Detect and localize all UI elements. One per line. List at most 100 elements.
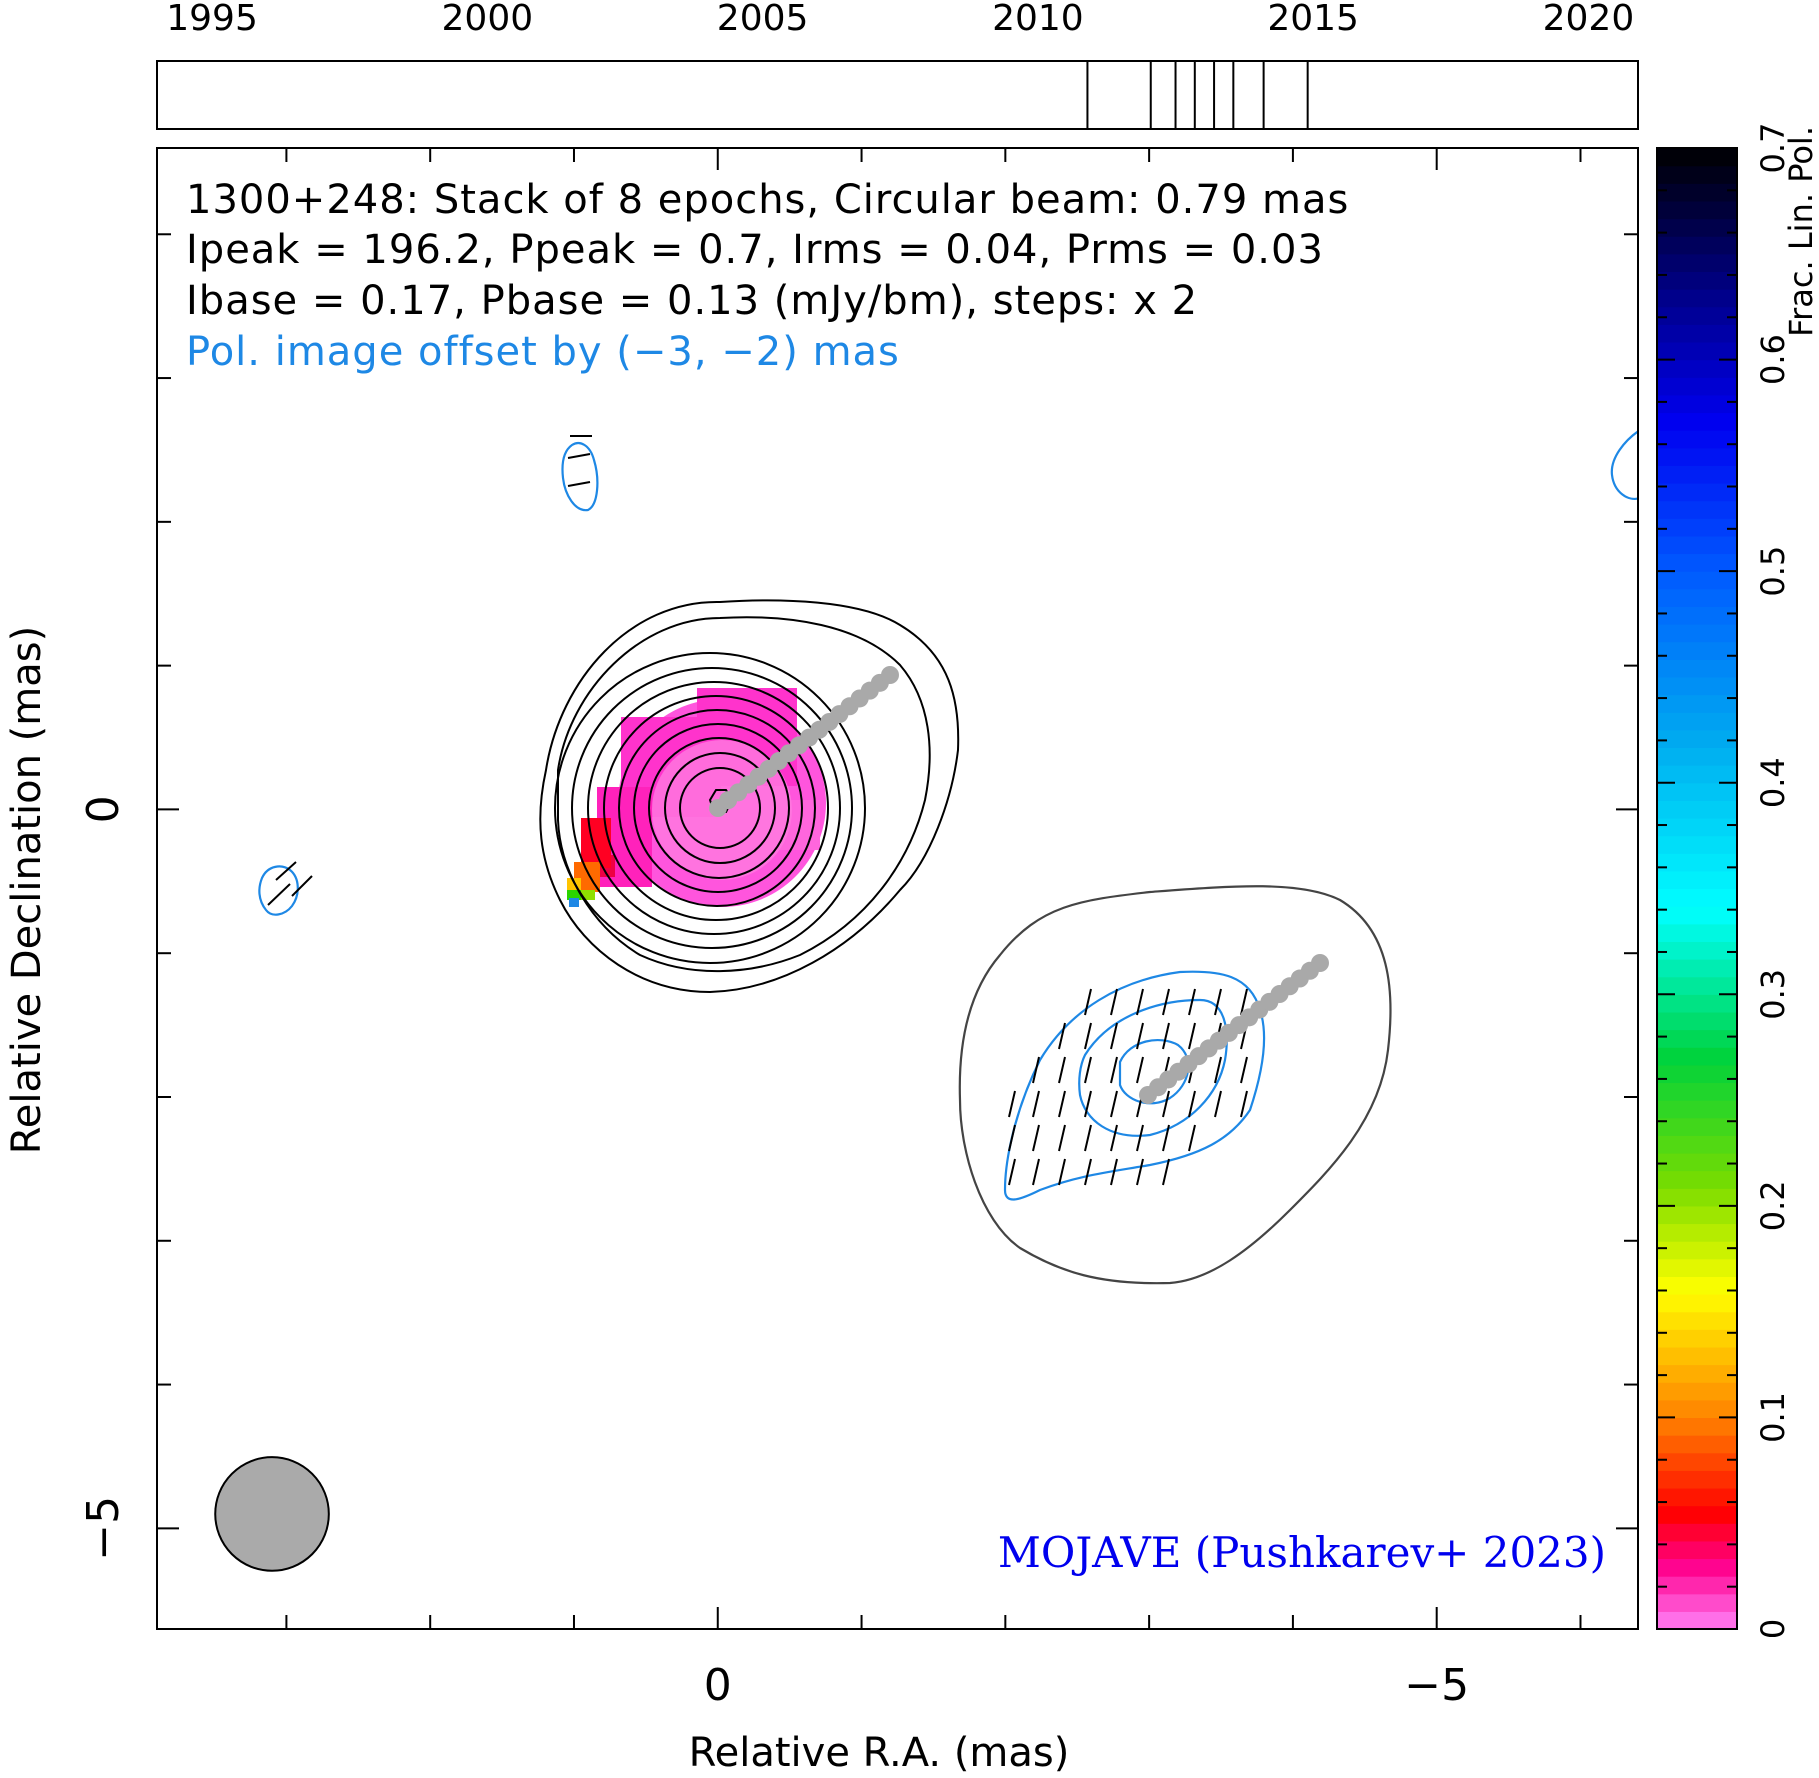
timeline-tick-label: 2015 [1267,0,1359,39]
colorbar-band [1657,253,1737,273]
colorbar-band [1657,712,1737,731]
colorbar-band [1657,694,1737,713]
evpa-tick [1058,1090,1066,1118]
evpa-tick [1240,1056,1248,1084]
colorbar-band [1657,1082,1737,1101]
colorbar-band [1657,659,1737,678]
evpa-tick [1032,1158,1040,1186]
colorbar-band [1657,1276,1737,1295]
colorbar-band [1657,1611,1737,1630]
evpa-tick [1032,1124,1040,1152]
colorbar-band [1657,518,1737,537]
evpa-tick [1188,988,1196,1016]
colorbar: 0 0.1 0.2 0.3 0.4 0.5 0.6 0.7 Frac. Lin. Pol. [1656,123,1819,1640]
evpa-tick [1162,988,1170,1016]
colorbar-band [1657,1170,1737,1189]
colorbar-band [1657,1117,1737,1136]
evpa-tick [1136,988,1144,1016]
y-tick-label: −5 [78,1496,129,1561]
colorbar-band [1657,994,1737,1013]
colorbar-band [1657,412,1737,431]
timeline-tick-label: 2005 [717,0,809,39]
ridge-line-offset [1139,954,1329,1104]
colorbar-label: Frac. Lin. Pol. [1782,126,1819,337]
evpa-tick [1188,1124,1196,1152]
colorbar-band [1657,306,1737,325]
colorbar-band [1657,588,1737,608]
pol-island-right-edge [1610,430,1638,500]
timeline-frame [156,60,1639,130]
pol-island-left [258,861,313,916]
colorbar-band [1657,853,1737,872]
colorbar-band [1657,1011,1737,1031]
colorbar-band [1657,1417,1737,1436]
colorbar-band [1657,165,1737,184]
evpa-tick [1008,1158,1016,1186]
colorbar-band [1657,782,1737,801]
pol-island-upper [561,435,599,512]
evpa-tick [1110,1022,1118,1050]
evpa-tick [1084,988,1092,1016]
colorbar-band [1657,1576,1737,1595]
annotation-line-4: Pol. image offset by (−3, −2) mas [186,329,900,375]
annotation-line-2: Ipeak = 196.2, Ppeak = 0.7, Irms = 0.04,… [186,227,1324,273]
evpa-tick [1162,1124,1170,1152]
colorbar-band [1657,289,1737,308]
pol-contours [1003,970,1266,1201]
evpa-tick [1058,1158,1066,1186]
colorbar-band [1657,1223,1737,1242]
colorbar-tick-label: 0.5 [1754,546,1792,597]
timeline-epoch-marks [1086,61,1309,129]
colorbar-tick-label: 0.6 [1754,334,1792,385]
colorbar-band [1657,183,1737,202]
evpa-tick [1058,1056,1066,1084]
colorbar-band [1657,835,1737,854]
colorbar-tick-label: 0.7 [1754,123,1792,174]
beam-circle [214,1456,330,1572]
colorbar-band [1657,377,1737,396]
colorbar-band [1657,1399,1737,1419]
timeline-tick-label: 2010 [992,0,1084,39]
colorbar-band [1657,535,1737,555]
evpa-tick [1110,988,1118,1016]
colorbar-band [1657,959,1737,978]
evpa-tick [1188,1090,1196,1118]
colorbar-band [1657,1205,1737,1225]
evpa-tick [1084,1090,1092,1118]
evpa-tick [1008,1090,1016,1118]
colorbar-band [1657,976,1737,995]
intensity-contours [539,599,960,994]
evpa-tick [1162,1090,1170,1118]
colorbar-band [1657,324,1737,343]
evpa-tick [1110,1124,1118,1152]
y-tick-label: 0 [78,795,129,823]
colorbar-band [1657,500,1737,519]
colorbar-band [1657,341,1737,361]
timeline-tick-label: 2020 [1543,0,1635,39]
pol-lowest-contour [958,885,1392,1285]
colorbar-band [1657,624,1737,643]
colorbar-band [1657,676,1737,696]
ridge-point [1311,954,1329,972]
colorbar-band [1657,1100,1737,1119]
colorbar-band [1657,870,1737,890]
colorbar-band [1657,465,1737,484]
y-axis-label: Relative Declination (mas) [4,626,50,1154]
colorbar-band [1657,800,1737,819]
evpa-tick [1188,1022,1196,1050]
evpa-tick [1136,1056,1144,1084]
ridge-line-core [709,666,899,817]
colorbar-band [1657,641,1737,660]
colorbar-band [1657,200,1737,220]
colorbar-band [1657,923,1737,942]
colorbar-band [1657,394,1737,414]
x-tick-label: −5 [1404,1660,1469,1711]
evpa-tick [1058,1124,1066,1152]
colorbar-band [1657,941,1737,960]
colorbar-band [1657,1241,1737,1260]
colorbar-tick-labels: 0 0.1 0.2 0.3 0.4 0.5 0.6 0.7 [1754,123,1792,1640]
timeline-tick-label: 1995 [166,0,258,39]
annotation-line-1: 1300+248: Stack of 8 epochs, Circular be… [186,177,1349,223]
colorbar-band [1657,482,1737,502]
